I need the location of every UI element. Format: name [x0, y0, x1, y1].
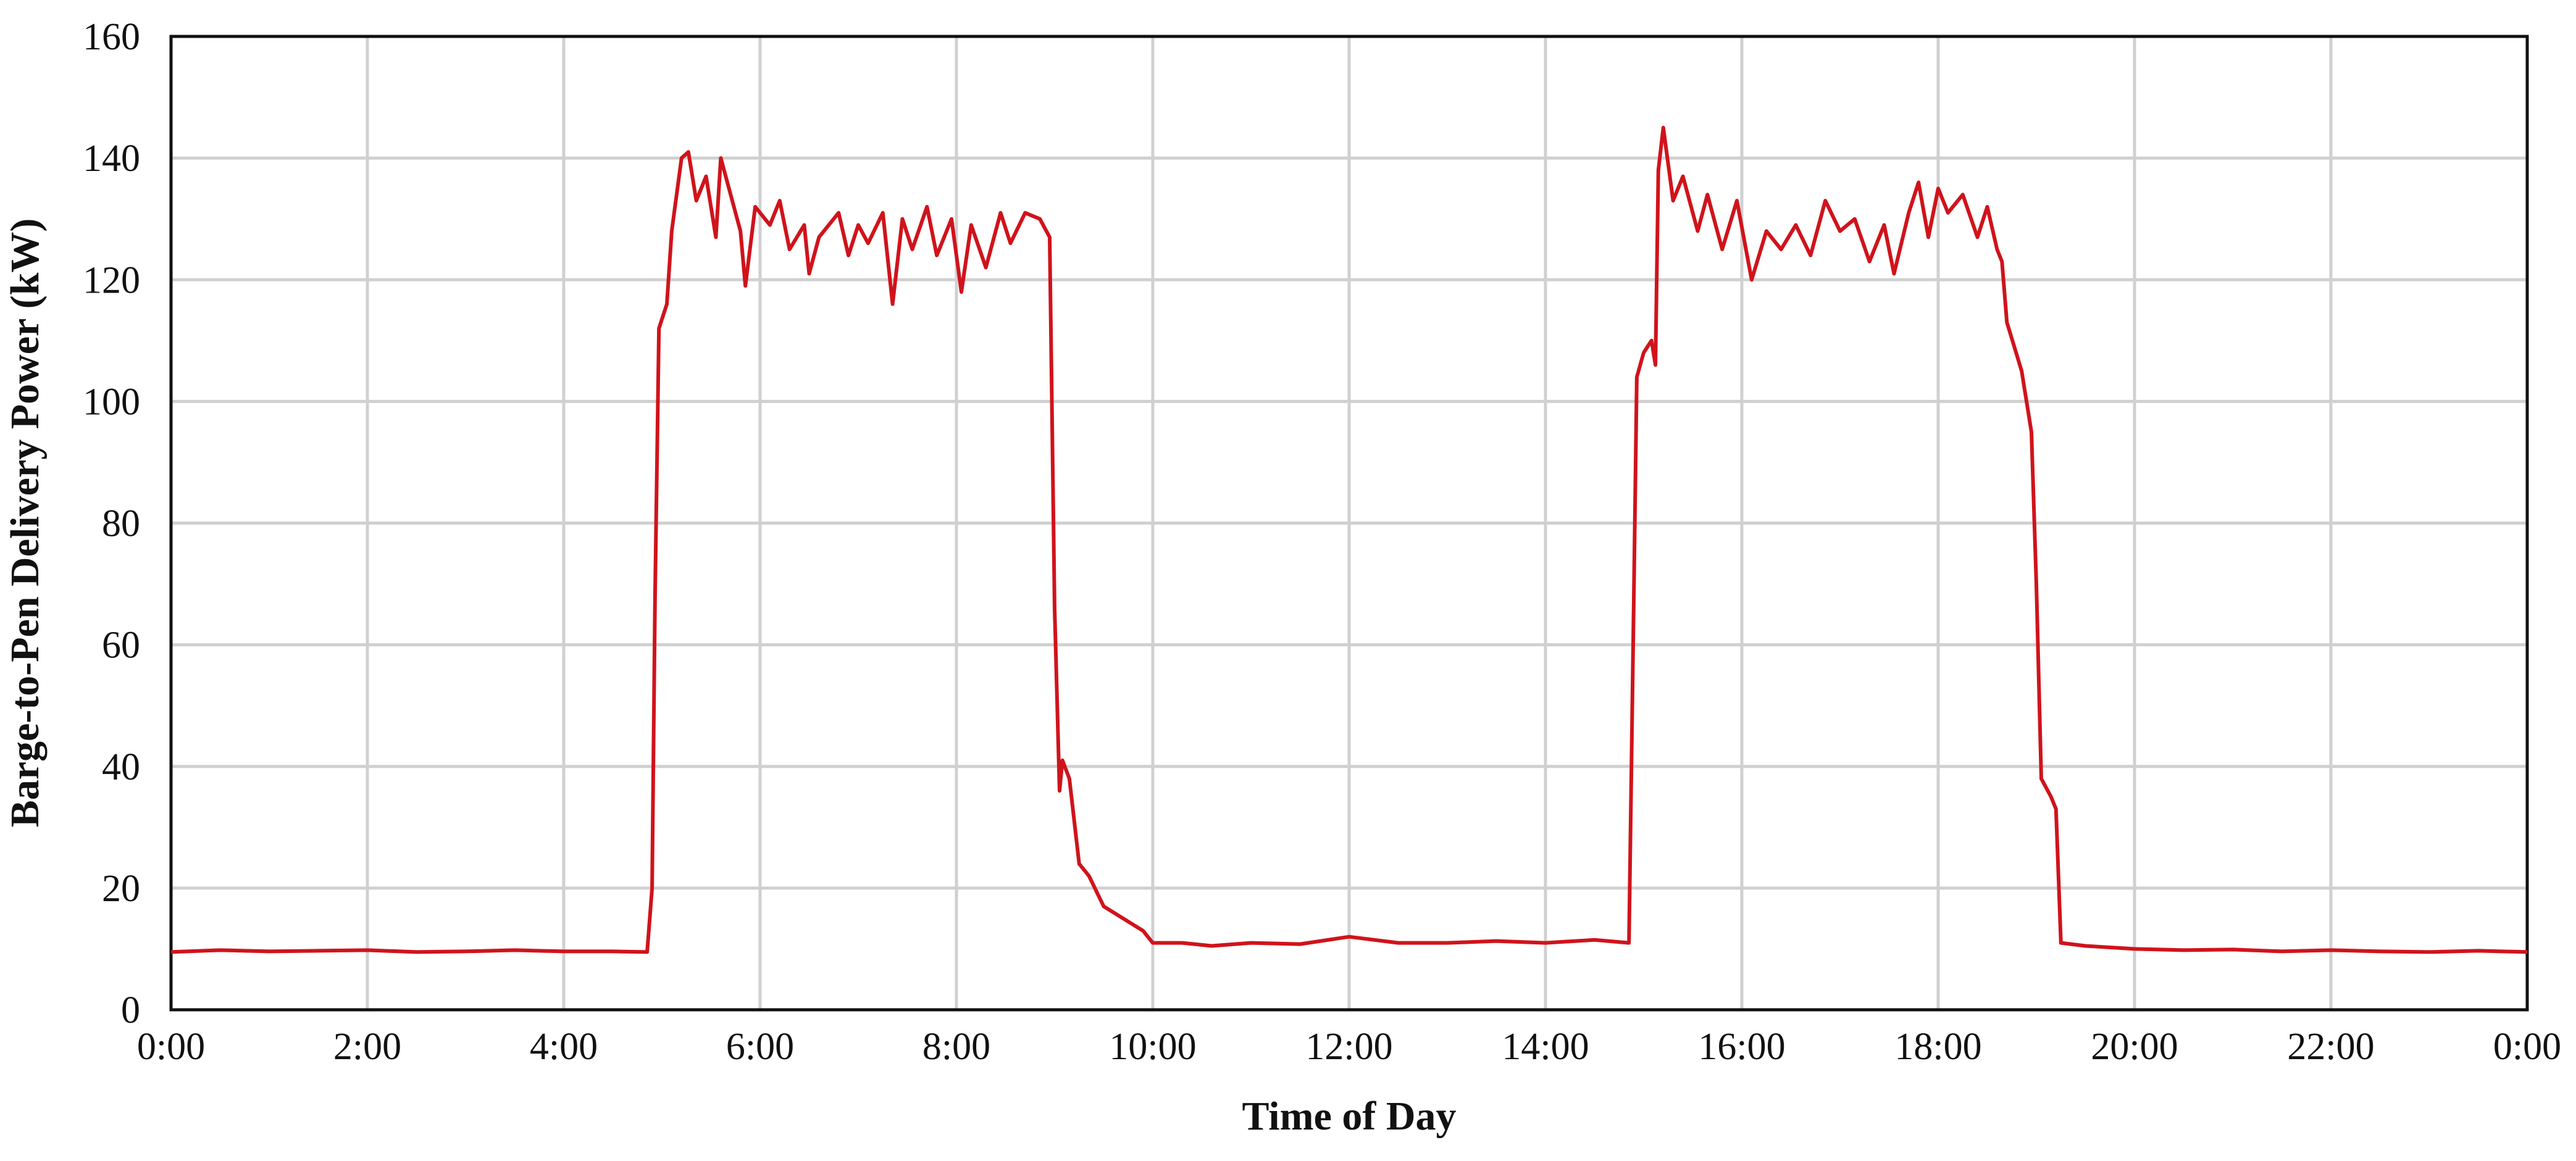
y-tick-label: 60	[102, 625, 140, 667]
x-tick-label: 2:00	[333, 1026, 401, 1068]
x-tick-label: 4:00	[530, 1026, 598, 1068]
x-tick-label: 20:00	[2091, 1026, 2178, 1068]
x-axis-title: Time of Day	[1242, 1094, 1456, 1139]
plot-frame	[169, 35, 2529, 1012]
y-tick-label: 20	[102, 868, 140, 910]
x-tick-label: 6:00	[726, 1026, 794, 1068]
x-tick-label: 12:00	[1305, 1026, 1392, 1068]
x-tick-label: 16:00	[1698, 1026, 1785, 1068]
x-tick-label: 22:00	[2287, 1026, 2374, 1068]
x-tick-label: 0:00	[2493, 1026, 2561, 1068]
x-tick-label: 0:00	[137, 1026, 205, 1068]
data-line	[170, 125, 2528, 954]
y-tick-label: 100	[83, 381, 140, 423]
x-tick-label: 8:00	[922, 1026, 990, 1068]
y-tick-label: 140	[83, 138, 140, 180]
x-tick-label: 18:00	[1894, 1026, 1981, 1068]
y-tick-label: 40	[102, 746, 140, 788]
y-tick-label: 160	[83, 16, 140, 58]
y-axis-title: Barge-to-Pen Delivery Power (kW)	[2, 218, 48, 828]
y-tick-label: 0	[121, 989, 140, 1031]
y-tick-label: 120	[83, 259, 140, 301]
x-tick-label: 10:00	[1109, 1026, 1196, 1068]
x-tick-label: 14:00	[1502, 1026, 1589, 1068]
y-tick-label: 80	[102, 503, 140, 545]
